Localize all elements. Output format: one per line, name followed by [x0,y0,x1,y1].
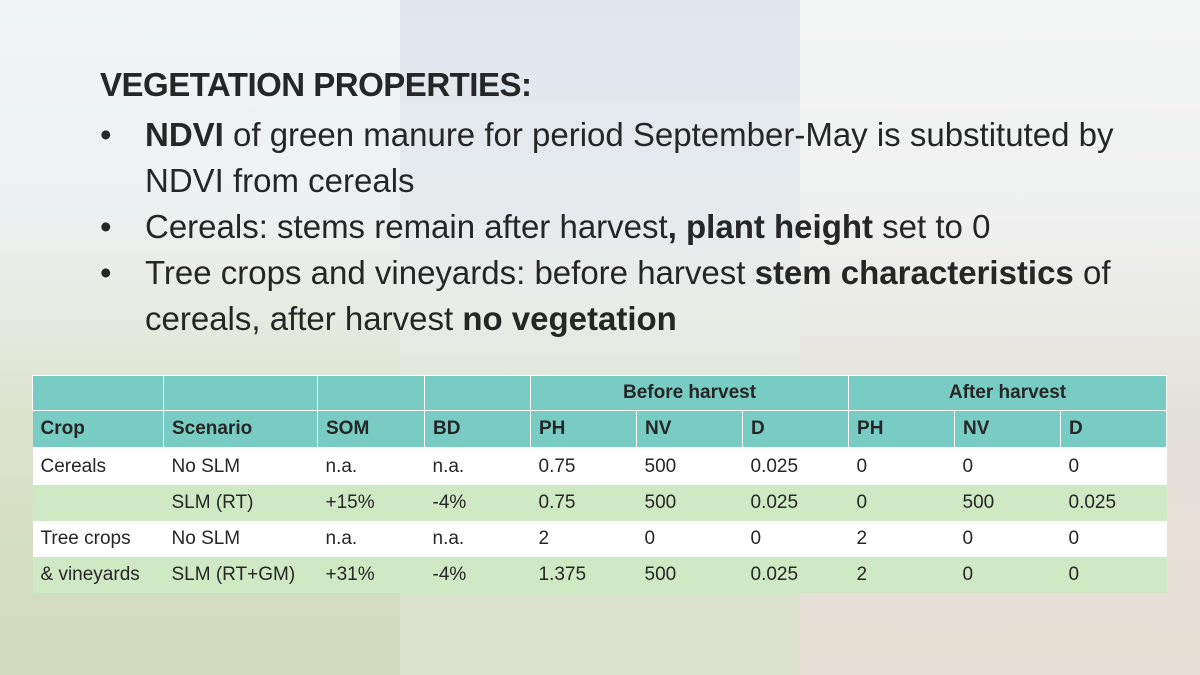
table-cell: 2 [530,521,637,557]
table-cell [32,485,164,521]
table-cell: 0 [1060,448,1167,485]
table-cell: 0 [848,448,955,485]
bullet-icon: • [100,116,112,153]
bullet-icon: • [100,254,112,291]
table-cell: & vineyards [32,557,164,593]
slide-title: VEGETATION PROPERTIES: [100,66,532,103]
table-row: Cereals No SLM n.a. n.a. 0.75 500 0.025 … [32,448,1167,485]
bullet-item-tree-crops: • Tree crops and vineyards: before harve… [100,250,1160,342]
bullet-bold-text: no vegetation [462,300,677,337]
table-cell: 0.75 [530,448,637,485]
table-cell: 500 [636,557,743,593]
table-header-cell [163,375,318,411]
bullet-text: set to 0 [873,208,991,245]
bullet-list: • NDVI of green manure for period Septem… [100,112,1160,342]
table-cell: Tree crops [32,521,164,557]
table-cell: +15% [317,485,425,521]
table-cell: 500 [636,485,743,521]
bullet-bold-text: stem characteristics [754,254,1074,291]
table-header-cell [424,375,531,411]
table-cell: 0 [954,521,1061,557]
bullet-bold-text: , plant height [667,208,874,245]
table-cell: 0 [954,557,1061,593]
bullet-item-cereals: • Cereals: stems remain after harvest, p… [100,204,1160,250]
table-cell: 0.025 [742,557,849,593]
table-cell: 0.75 [530,485,637,521]
bullet-text: Cereals: stems remain after harvest [145,208,668,245]
table-cell: No SLM [163,448,318,485]
table-cell: 1.375 [530,557,637,593]
bullet-item-ndvi: • NDVI of green manure for period Septem… [100,112,1160,204]
table-cell: 0 [636,521,743,557]
table-cell: 0 [954,448,1061,485]
bullet-bold-text: NDVI [145,116,224,153]
table-column-header-row: Crop Scenario SOM BD PH NV D PH NV D [32,410,1168,449]
table-cell: n.a. [317,521,425,557]
column-header-d-before: D [742,410,850,449]
column-header-som: SOM [317,410,425,449]
table-cell: 0 [1060,521,1167,557]
table-cell: n.a. [424,448,531,485]
table-cell: 2 [848,521,955,557]
table-cell: n.a. [317,448,425,485]
bullet-text: of green manure for period September-May… [145,116,1114,199]
table-row: & vineyards SLM (RT+GM) +31% -4% 1.375 5… [32,557,1167,593]
before-harvest-header: Before harvest [529,375,850,411]
table-row: Tree crops No SLM n.a. n.a. 2 0 0 2 0 0 [32,521,1167,557]
table-row: SLM (RT) +15% -4% 0.75 500 0.025 0 500 0… [32,485,1167,521]
table-cell: 500 [954,485,1061,521]
column-header-nv-after: NV [954,410,1062,449]
column-header-scenario: Scenario [163,410,318,449]
table-header-cell [32,375,164,411]
table-header-cell [317,375,425,411]
table-cell: -4% [424,557,531,593]
column-header-d-after: D [1060,410,1168,449]
bullet-icon: • [100,208,112,245]
column-header-bd: BD [424,410,531,449]
column-header-ph-before: PH [530,410,637,449]
bullet-text: of cereals, after harvest [145,254,1111,337]
after-harvest-header: After harvest [848,375,1168,411]
table-cell: 500 [636,448,743,485]
table-cell: n.a. [424,521,531,557]
table-group-header-row: Before harvest After harvest [32,375,1168,411]
table-cell: SLM (RT+GM) [163,557,318,593]
table-cell: Cereals [32,448,164,485]
table-cell: +31% [317,557,425,593]
table-cell: 0.025 [742,485,849,521]
bullet-text: Tree crops and vineyards: before harvest [145,254,755,291]
table-cell: 0 [848,485,955,521]
table-cell: -4% [424,485,531,521]
table-cell: 0.025 [742,448,849,485]
table-cell: 0 [742,521,849,557]
table-cell: 0 [1060,557,1167,593]
column-header-nv-before: NV [636,410,743,449]
table-cell: SLM (RT) [163,485,318,521]
table-cell: 2 [848,557,955,593]
table-cell: 0.025 [1060,485,1167,521]
vegetation-table: Before harvest After harvest Crop Scenar… [32,375,1168,593]
column-header-crop: Crop [32,410,164,449]
column-header-ph-after: PH [848,410,956,449]
table-cell: No SLM [163,521,318,557]
